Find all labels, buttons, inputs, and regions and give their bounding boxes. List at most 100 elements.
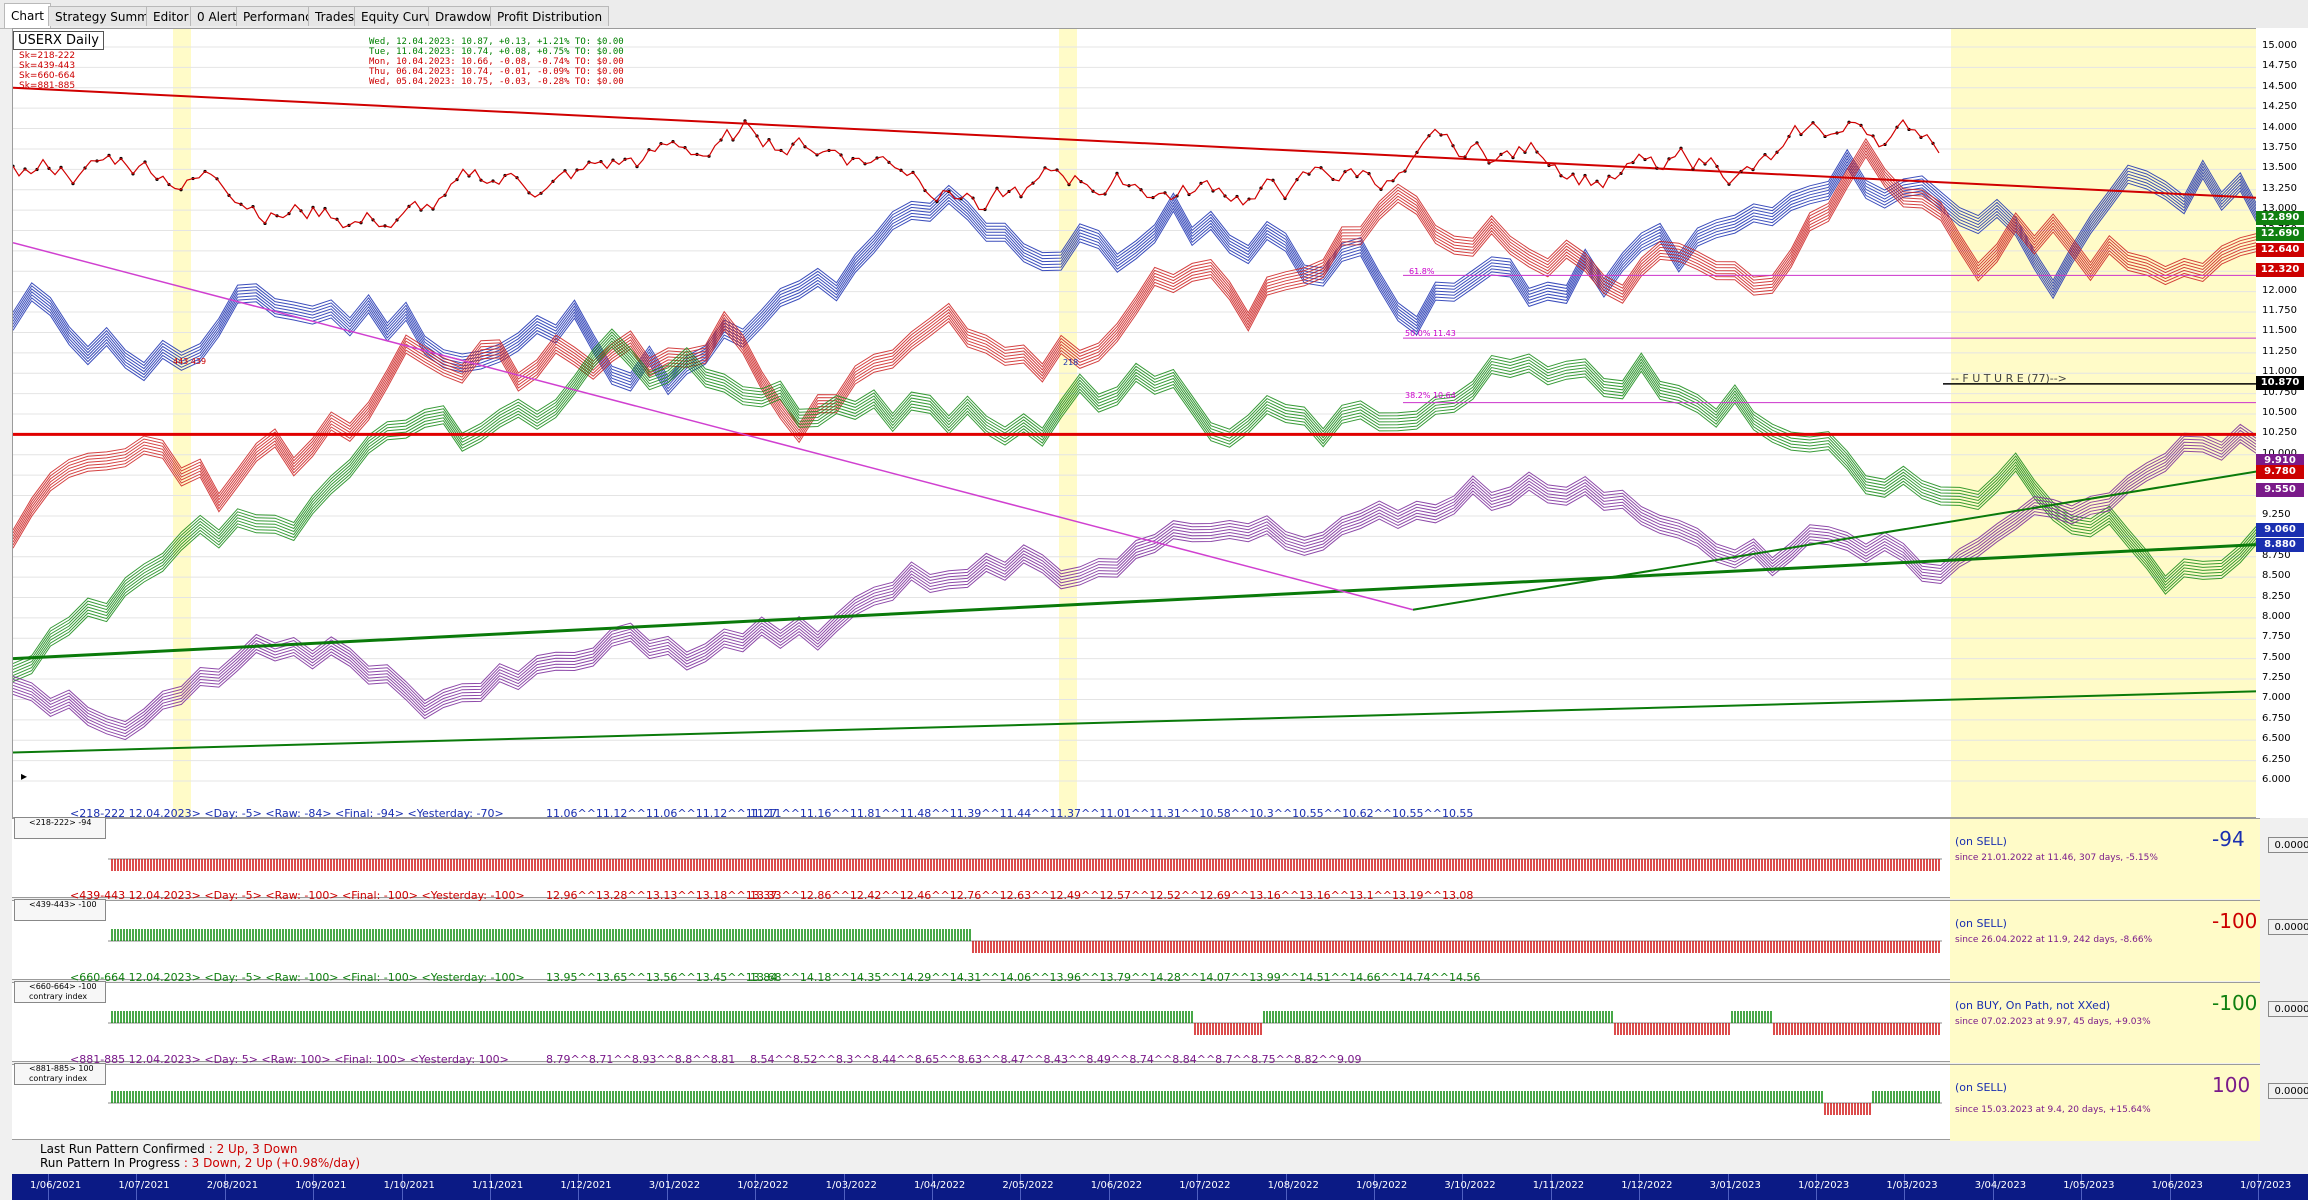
indicator-panel-660[interactable]: <660-664 12.04.2023> <Day: -5> <Raw: -10…	[12, 971, 2308, 1063]
x-tick-label: 1/10/2021	[383, 1180, 435, 1191]
fib-382-label: 38.2% 10.64	[1405, 391, 1456, 400]
tab-performance[interactable]: Performance	[236, 6, 327, 26]
tab-drawdown[interactable]: Drawdown	[428, 6, 506, 26]
x-grid-tick	[2258, 1174, 2259, 1200]
x-tick-label: 1/06/2022	[1090, 1180, 1143, 1191]
panel-label: <881-885> 100	[29, 1064, 94, 1073]
price-tag: 12.640	[2256, 242, 2304, 257]
x-tick-label: 1/02/2023	[1798, 1180, 1850, 1191]
x-grid-tick	[1550, 1174, 1552, 1200]
y-tick-label: 14.750	[2262, 60, 2297, 72]
future-band	[1951, 29, 2259, 817]
panel-score: 0.0000	[2268, 837, 2308, 853]
run-progress-value: : 3 Down, 2 Up (+0.98%/day)	[183, 1156, 361, 1170]
tab-chart[interactable]: Chart	[4, 3, 51, 28]
panel-label-box: <218-222> -94	[14, 817, 106, 839]
cycle-label: 443 439	[173, 357, 207, 366]
panel-since: since 15.03.2023 at 9.4, 20 days, +15.64…	[1955, 1105, 2151, 1115]
y-tick-label: 8.250	[2262, 590, 2291, 602]
x-grid-tick	[1816, 1174, 1817, 1200]
band-439	[13, 149, 2259, 543]
x-grid-tick	[843, 1174, 845, 1200]
indicator-panel-439[interactable]: <439-443 12.04.2023> <Day: -5> <Raw: -10…	[12, 889, 2308, 981]
indicator-panel-218[interactable]: <218-222 12.04.2023> <Day: -5> <Raw: -84…	[12, 807, 2308, 899]
legend-sk-881: Sk=881-885	[19, 81, 76, 91]
highlight-band	[173, 29, 191, 817]
band-881	[13, 441, 2259, 741]
symbol-label: USERX Daily	[13, 31, 104, 50]
legend-sk-218: Sk=218-222	[19, 51, 76, 61]
x-tick-label: 1/07/2022	[1179, 1180, 1231, 1191]
cursor-arrow-icon[interactable]: ▸	[21, 769, 28, 783]
y-tick-label: 11.000	[2262, 366, 2297, 378]
x-grid-tick	[1727, 1174, 1729, 1200]
x-tick-label: 1/08/2022	[1267, 1180, 1319, 1191]
panel-label-box: <439-443> -100	[14, 899, 106, 921]
y-tick-label: 13.250	[2262, 182, 2297, 194]
band-218	[13, 154, 2259, 384]
x-grid-tick	[755, 1174, 757, 1200]
tab-equity-curve[interactable]: Equity Curve	[354, 6, 446, 26]
panel-values-1: 13.95^^13.65^^13.56^^13.45^^13.84	[546, 971, 778, 984]
panel-values-1: 8.79^^8.71^^8.93^^8.8^^8.81	[546, 1053, 736, 1066]
band-439	[13, 152, 2259, 546]
band-660	[13, 337, 2259, 673]
y-tick-label: 7.750	[2262, 631, 2291, 643]
price-tag: 12.320	[2256, 263, 2304, 278]
band-218	[13, 151, 2259, 381]
panel-values-1: 11.06^^11.12^^11.06^^11.12^^11.27	[546, 807, 778, 820]
price-tag: 9.550	[2256, 483, 2304, 498]
tab-alerts[interactable]: 0 Alerts	[190, 6, 251, 26]
band-881	[13, 429, 2259, 729]
indicator-panel-881[interactable]: <881-885 12.04.2023> <Day: 5> <Raw: 100>…	[12, 1053, 2308, 1141]
x-tick-label: 1/11/2021	[472, 1180, 524, 1191]
panel-histogram	[108, 983, 2260, 1063]
y-tick-label: 6.500	[2262, 733, 2291, 745]
y-tick-label: 7.500	[2262, 651, 2291, 663]
series-legend: Sk=218-222 Sk=439-443 Sk=660-664 Sk=881-…	[19, 51, 75, 91]
price-tag: 9.910	[2256, 454, 2304, 469]
fib-618-label: 61.8%	[1409, 267, 1435, 276]
future-band	[1950, 901, 2260, 981]
x-grid-tick	[2081, 1174, 2083, 1200]
x-grid-tick	[666, 1174, 668, 1200]
y-tick-label: 15.000	[2262, 40, 2297, 51]
run-confirmed-label: Last Run Pattern Confirmed	[40, 1142, 205, 1156]
y-tick-label: 10.250	[2262, 427, 2297, 439]
panel-final-value: -100	[2212, 909, 2258, 933]
panel-final-value: -94	[2212, 827, 2245, 851]
trend-line-red	[13, 86, 2259, 199]
tab-editor[interactable]: Editor	[146, 6, 196, 26]
x-grid-tick	[1639, 1174, 1641, 1200]
x-grid-tick	[490, 1174, 491, 1200]
highlight-band	[1059, 29, 1077, 817]
x-grid-tick	[1992, 1174, 1994, 1200]
band-218	[13, 163, 2259, 393]
tab-trades[interactable]: Trades	[308, 6, 362, 26]
legend-sk-439: Sk=439-443	[19, 61, 76, 71]
panel-title: <881-885 12.04.2023> <Day: 5> <Raw: 100>…	[70, 1053, 509, 1066]
panel-values-1: 12.96^^13.28^^13.13^^13.18^^13.37	[546, 889, 778, 902]
panel-values-2: 13.68^^14.18^^14.35^^14.29^^14.31^^14.06…	[750, 971, 1481, 984]
tab-profit-distribution[interactable]: Profit Distribution	[490, 6, 610, 26]
y-tick-label: 9.250	[2262, 508, 2291, 520]
tab-strategy-summary[interactable]: Strategy Summary	[48, 6, 176, 26]
y-tick-label: 6.250	[2262, 753, 2291, 765]
x-tick-label: 1/02/2022	[737, 1180, 789, 1191]
x-grid-tick	[1108, 1174, 1110, 1200]
x-tick-label: 3/01/2022	[648, 1180, 701, 1191]
band-881	[13, 432, 2259, 732]
price-chart[interactable]: USERX Daily Sk=218-222 Sk=439-443 Sk=660…	[12, 28, 2260, 818]
panel-score: 0.0000	[2268, 919, 2308, 935]
panel-values-2: 13.33^^12.86^^12.42^^12.46^^12.76^^12.63…	[750, 889, 1474, 902]
y-tick-label: 14.250	[2262, 101, 2297, 113]
x-grid-tick	[1285, 1174, 1287, 1200]
band-439	[13, 146, 2259, 540]
band-439	[13, 140, 2259, 534]
y-tick-label: 11.750	[2262, 305, 2297, 317]
y-tick-label: 6.000	[2262, 774, 2291, 785]
price-chart-canvas[interactable]	[13, 29, 2259, 817]
x-grid-tick	[224, 1174, 226, 1200]
x-tick-label: 1/03/2023	[1886, 1180, 1938, 1191]
band-218	[13, 157, 2259, 387]
